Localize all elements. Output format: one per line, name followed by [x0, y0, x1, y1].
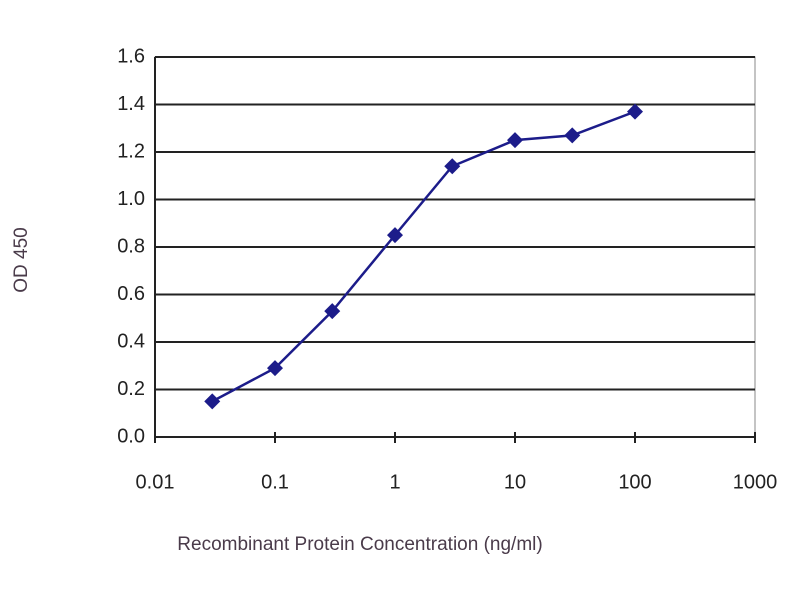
x-tick-label: 0.1: [261, 471, 289, 493]
x-tick-label: 1000: [733, 471, 778, 493]
y-tick-label: 0.8: [117, 235, 145, 257]
data-point: [387, 227, 403, 244]
data-point: [444, 158, 461, 175]
series-line: [211, 110, 636, 403]
x-tick-label: 1: [389, 471, 400, 493]
y-tick-label: 0.2: [117, 378, 145, 400]
x-tick-label: 100: [618, 471, 651, 493]
x-tick-label: 10: [504, 471, 526, 493]
y-tick-label: 1.0: [117, 188, 145, 210]
data-point: [204, 393, 221, 410]
data-point: [627, 103, 643, 120]
data-point: [507, 132, 523, 149]
data-point: [267, 360, 283, 377]
x-axis-title: Recombinant Protein Concentration (ng/ml…: [177, 534, 542, 555]
y-tick-label: 0.0: [117, 425, 145, 447]
y-tick-label: 1.6: [117, 45, 145, 67]
y-tick-label: 1.4: [117, 93, 145, 115]
y-tick-label: 0.4: [117, 330, 145, 352]
data-point: [324, 303, 341, 320]
y-tick-label: 1.2: [117, 140, 145, 162]
data-point: [564, 127, 581, 144]
y-tick-label: 0.6: [117, 283, 145, 305]
x-tick-label: 0.01: [136, 471, 175, 493]
y-axis-title: OD 450: [11, 227, 32, 292]
